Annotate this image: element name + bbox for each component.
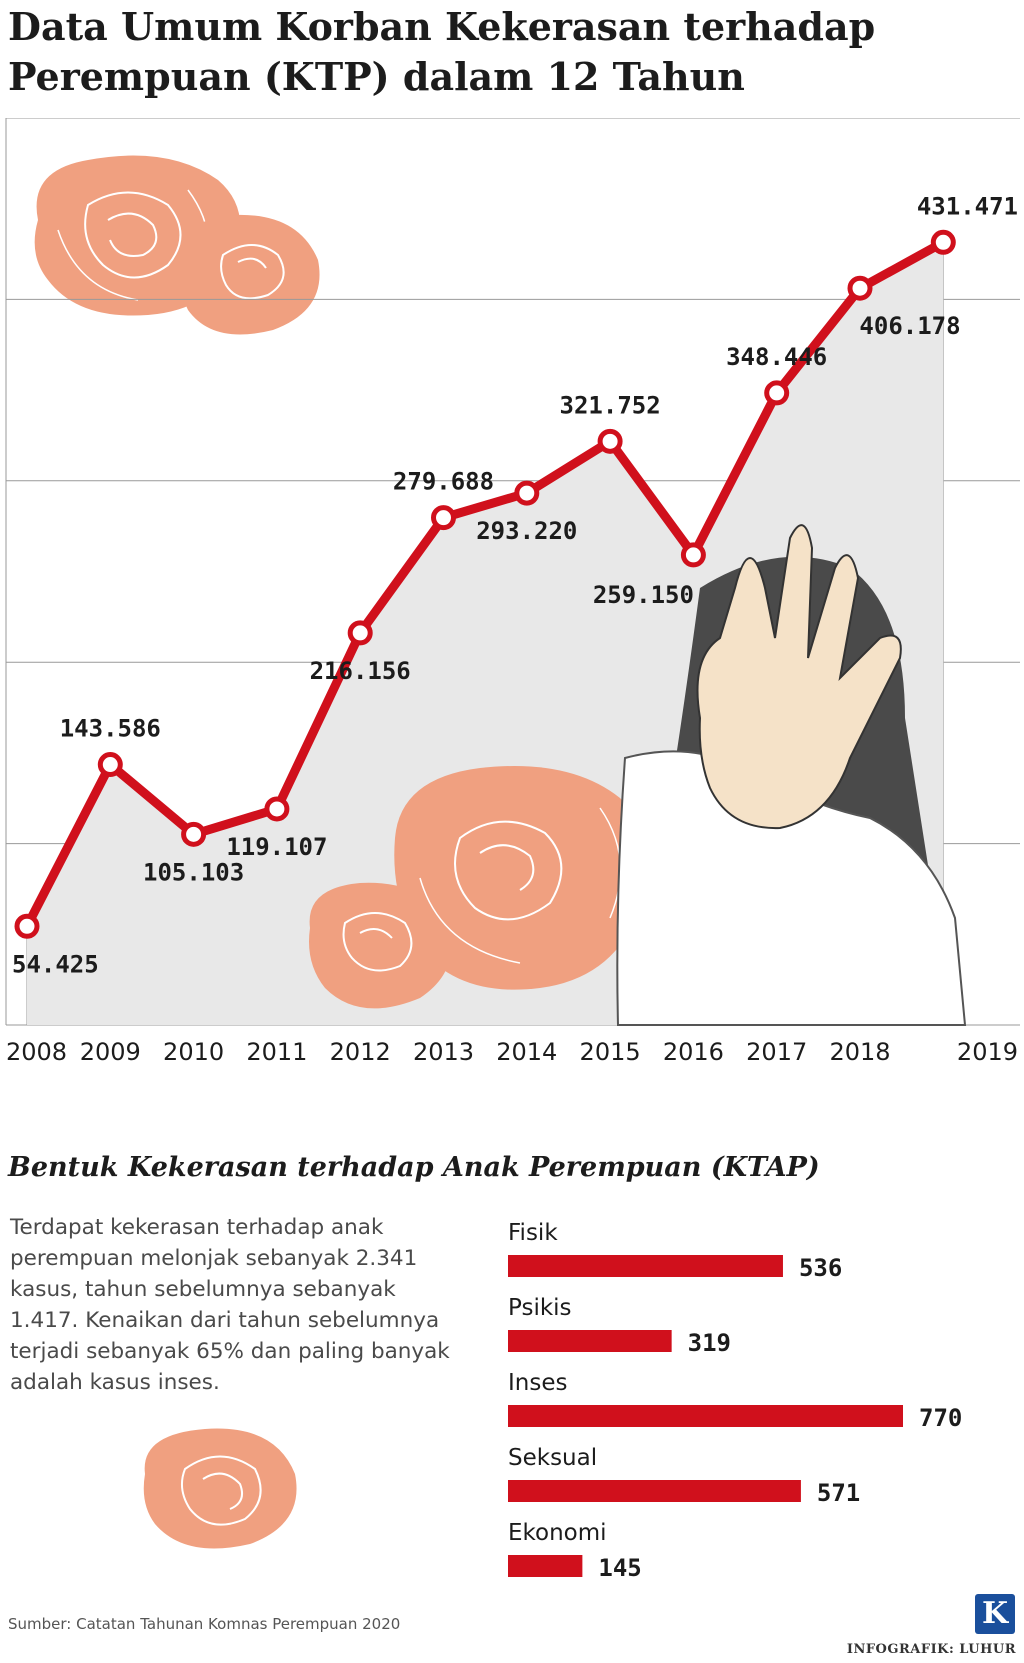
data-label-2013: 279.688 [393,468,494,496]
data-label-2012: 216.156 [310,657,411,685]
description-text: Terdapat kekerasan terhadap anak perempu… [10,1215,450,1395]
bar-category-seksual: Seksual [508,1445,597,1471]
rose-small-icon [181,214,320,335]
x-tick-2011: 2011 [246,1038,307,1066]
section-title: Bentuk Kekerasan terhadap Anak Perempuan… [8,1152,820,1183]
data-points [14,229,956,939]
bar-value-psikis: 319 [688,1329,731,1357]
rose-illustration-top [34,155,320,335]
data-point-2008 [14,913,40,939]
data-label-2008: 54.425 [12,950,99,978]
data-point-2014 [514,480,540,506]
page-title: Data Umum Korban Kekerasan terhadap Pere… [8,4,876,99]
data-label-2016: 259.150 [593,581,694,609]
data-point-2011 [264,796,290,822]
data-point-2018 [847,275,873,301]
x-tick-2012: 2012 [330,1038,391,1066]
data-label-2009: 143.586 [60,715,161,743]
data-label-2010: 105.103 [143,858,244,886]
data-point-2013 [431,505,456,531]
data-label-2011: 119.107 [226,833,327,861]
x-tick-2015: 2015 [580,1038,641,1066]
x-tick-2009: 2009 [80,1038,141,1066]
bar-chart: Fisik 536 Psikis 319 Inses 770 Seksual 571 Ekono… [508,1220,962,1582]
brand-logo: K [975,1594,1015,1634]
bar-category-fisik: Fisik [508,1220,558,1246]
data-label-2015: 321.752 [560,391,661,419]
illustration-layer [309,524,967,1026]
data-point-2015 [597,428,623,454]
bar-inses [508,1405,903,1427]
data-point-2009 [97,752,123,778]
data-point-2016 [680,542,706,568]
data-point-2019 [930,229,956,255]
data-label-2017: 348.446 [726,343,827,371]
bar-category-psikis: Psikis [508,1295,572,1321]
rose-bottom-center-icon [394,766,647,990]
data-label-2018: 406.178 [859,312,960,340]
bar-value-ekonomi: 145 [598,1554,641,1582]
source-note: Sumber: Catatan Tahunan Komnas Perempuan… [8,1615,401,1633]
bar-value-fisik: 536 [799,1254,842,1282]
bar-fisik [508,1255,783,1277]
x-tick-2017: 2017 [746,1038,807,1066]
data-label-2014: 293.220 [476,517,577,545]
rose-illustration-bottom [143,1428,297,1549]
data-point-2012 [347,620,373,646]
bar-category-inses: Inses [508,1370,567,1396]
bar-psikis [508,1330,672,1352]
x-axis: 2008 2009 2010 2011 2012 2013 2014 2015 2016 2017… [6,1038,1018,1066]
x-tick-2010: 2010 [163,1038,224,1066]
x-tick-2016: 2016 [663,1038,724,1066]
x-tick-2014: 2014 [496,1038,557,1066]
bar-ekonomi [508,1555,583,1577]
bar-value-seksual: 571 [817,1479,860,1507]
credit-note: INFOGRAFIK: LUHUR [846,1642,1016,1657]
x-tick-2018: 2018 [829,1038,890,1066]
data-point-2017 [764,380,790,406]
data-label-2019: 431.471 [917,192,1018,220]
bar-seksual [508,1480,801,1502]
woman-illustration [616,524,967,1026]
data-line [22,237,948,931]
x-tick-2019: 2019 [957,1038,1018,1066]
bar-category-ekonomi: Ekonomi [508,1520,607,1546]
x-tick-2008: 2008 [6,1038,67,1066]
data-point-2010 [181,821,207,847]
bar-value-inses: 770 [919,1404,962,1432]
x-tick-2013: 2013 [413,1038,474,1066]
